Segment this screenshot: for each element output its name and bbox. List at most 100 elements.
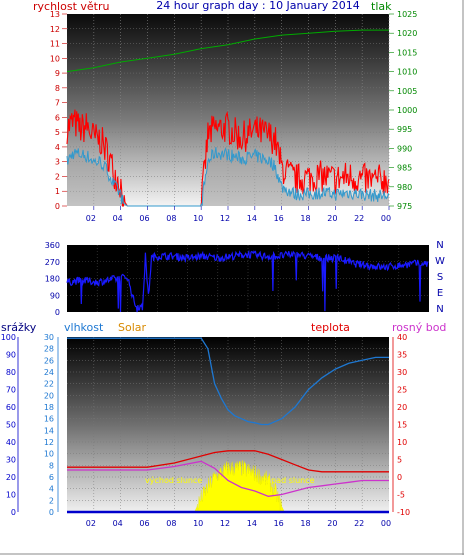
panel1-title: 24 hour graph day : 10 January 2014 xyxy=(156,0,360,12)
temperature-tick-label: 20 xyxy=(397,403,407,412)
sunset-annotation: západ slunce xyxy=(262,476,315,485)
humidity-tick-label: 18 xyxy=(44,403,54,412)
wind-average-area xyxy=(67,147,389,206)
rain-label: srážky xyxy=(1,321,37,334)
temperature-axis-ticks: -10 -5 0 5 10 15 20 25 30 35 40 xyxy=(392,333,410,517)
humidity-tick-label: 0 xyxy=(49,508,54,517)
pressure-tick-label: 1020 xyxy=(397,29,417,38)
direction-tick-label: 180 xyxy=(45,275,60,284)
temperature-tick-label: 5 xyxy=(397,456,402,465)
panel3-grid xyxy=(67,337,389,512)
x-tick-label: 20 xyxy=(327,214,337,223)
pressure-tick-label: 1025 xyxy=(397,10,417,19)
x-tick-label: 22 xyxy=(354,214,364,223)
rain-tick-label: 20 xyxy=(6,473,16,482)
humidity-tick-label: 20 xyxy=(44,391,54,400)
dew-point-line xyxy=(67,460,389,497)
rain-tick-label: 10 xyxy=(6,491,16,500)
humidity-label: vlhkost xyxy=(64,321,104,334)
wind-tick-label: 3 xyxy=(55,158,60,167)
direction-tick-label: 90 xyxy=(50,291,60,300)
panel3-x-ticks: 02 04 06 08 10 12 14 16 18 20 22 00 xyxy=(86,519,391,528)
x-tick-label: 06 xyxy=(139,519,149,528)
wind-gust-line xyxy=(66,109,390,207)
rain-tick-label: 40 xyxy=(6,438,16,447)
x-tick-label: 06 xyxy=(139,214,149,223)
x-tick-label: 08 xyxy=(166,214,176,223)
direction-tick-label: 360 xyxy=(45,241,60,250)
rain-tick-label: 60 xyxy=(6,403,16,412)
compass-label: S xyxy=(437,272,443,283)
x-tick-label: 04 xyxy=(113,519,123,528)
humidity-tick-label: 26 xyxy=(44,356,54,365)
wind-tick-label: 7 xyxy=(55,99,60,108)
x-tick-label: 14 xyxy=(247,214,257,223)
panel1-x-ticks: 02 04 06 08 10 12 14 16 18 20 22 00 xyxy=(86,206,391,223)
x-tick-label: 16 xyxy=(274,519,284,528)
wind-average-line xyxy=(66,146,390,207)
humidity-tick-label: 28 xyxy=(44,345,54,354)
direction-axis-ticks: 0 90 180 270 360 xyxy=(45,241,60,317)
wind-tick-label: 1 xyxy=(55,187,60,196)
rain-tick-label: 50 xyxy=(6,421,16,430)
temperature-tick-label: 30 xyxy=(397,368,407,377)
panel2-series xyxy=(66,249,429,313)
direction-tick-label: 270 xyxy=(45,258,60,267)
wind-tick-label: 5 xyxy=(55,128,60,137)
x-tick-label: 18 xyxy=(300,214,310,223)
wind-tick-label: 4 xyxy=(55,143,60,152)
wind-tick-label: 2 xyxy=(55,172,60,181)
compass-label: E xyxy=(437,288,443,299)
rain-tick-label: 0 xyxy=(11,508,16,517)
x-tick-label: 20 xyxy=(327,519,337,528)
temperature-tick-label: 35 xyxy=(397,351,407,360)
temperature-label: teplota xyxy=(311,321,350,334)
x-tick-label: 10 xyxy=(193,519,203,528)
x-tick-label: 08 xyxy=(166,519,176,528)
pressure-tick-label: 995 xyxy=(397,125,412,134)
wind-speed-label: rychlost větru xyxy=(33,0,109,13)
pressure-tick-label: 990 xyxy=(397,144,412,153)
pressure-label: tlak xyxy=(371,0,392,13)
x-tick-label: 14 xyxy=(247,519,257,528)
pressure-tick-label: 980 xyxy=(397,183,412,192)
compass-label: W xyxy=(435,256,445,267)
humidity-tick-label: 14 xyxy=(44,426,54,435)
wind-tick-label: 8 xyxy=(55,84,60,93)
pressure-tick-label: 1005 xyxy=(397,87,417,96)
pressure-tick-label: 1000 xyxy=(397,106,417,115)
x-tick-label: 18 xyxy=(300,519,310,528)
x-tick-label: 10 xyxy=(193,214,203,223)
pressure-tick-label: 1010 xyxy=(397,68,417,77)
x-tick-label: 04 xyxy=(113,214,123,223)
humidity-tick-label: 6 xyxy=(49,473,54,482)
panel2-grid xyxy=(67,245,429,312)
humidity-tick-label: 30 xyxy=(44,333,54,342)
temperature-tick-label: 25 xyxy=(397,386,407,395)
x-tick-label: 16 xyxy=(274,214,284,223)
pressure-axis-ticks: 975 980 985 990 995 1000 1005 1010 1015 1020 1025 xyxy=(389,10,417,211)
temperature-tick-label: 0 xyxy=(397,473,402,482)
temperature-tick-label: 10 xyxy=(397,438,407,447)
humidity-tick-label: 4 xyxy=(49,485,54,494)
humidity-tick-label: 10 xyxy=(44,450,54,459)
solar-label: Solar xyxy=(118,321,147,334)
temperature-tick-label: -5 xyxy=(397,491,405,500)
wind-tick-label: 10 xyxy=(50,54,60,63)
x-tick-label: 12 xyxy=(220,519,230,528)
dew-point-label: rosný bod xyxy=(392,321,446,334)
x-tick-label: 12 xyxy=(220,214,230,223)
wind-tick-label: 9 xyxy=(55,69,60,78)
wind-tick-label: 12 xyxy=(50,25,60,34)
humidity-tick-label: 12 xyxy=(44,438,54,447)
panel1-series xyxy=(66,29,390,207)
humidity-tick-label: 8 xyxy=(49,461,54,470)
wind-tick-label: 13 xyxy=(50,10,60,19)
panel3-series xyxy=(67,337,389,514)
humidity-tick-label: 2 xyxy=(49,496,54,505)
pressure-line xyxy=(66,29,389,73)
